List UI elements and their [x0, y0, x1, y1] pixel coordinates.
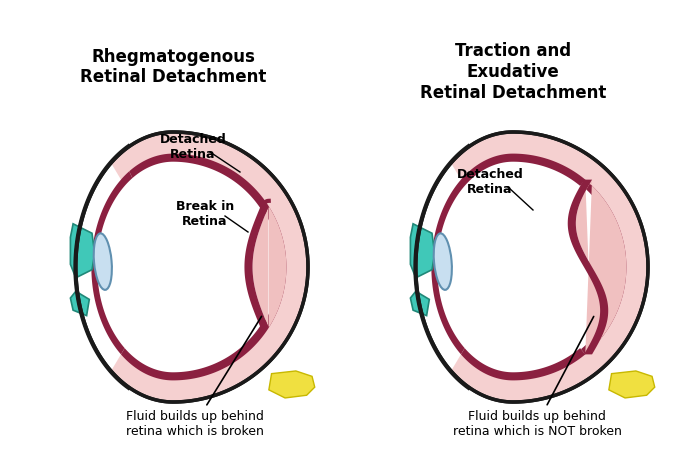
- Polygon shape: [461, 348, 585, 380]
- Polygon shape: [451, 132, 648, 402]
- Polygon shape: [609, 371, 655, 398]
- Polygon shape: [76, 132, 308, 402]
- Polygon shape: [121, 323, 268, 380]
- Polygon shape: [431, 267, 464, 354]
- Polygon shape: [567, 180, 608, 354]
- Polygon shape: [576, 180, 626, 354]
- Ellipse shape: [93, 233, 112, 290]
- Polygon shape: [244, 206, 268, 328]
- Polygon shape: [71, 292, 89, 316]
- Ellipse shape: [434, 233, 452, 290]
- Polygon shape: [410, 292, 429, 316]
- Text: Traction and
Exudative
Retinal Detachment: Traction and Exudative Retinal Detachmen…: [420, 42, 606, 102]
- Text: Rhegmatogenous
Retinal Detachment: Rhegmatogenous Retinal Detachment: [80, 48, 266, 86]
- Text: Break in
Retina: Break in Retina: [176, 200, 234, 228]
- Polygon shape: [263, 206, 286, 328]
- Polygon shape: [469, 153, 585, 186]
- Polygon shape: [91, 267, 125, 354]
- Polygon shape: [431, 171, 473, 267]
- Polygon shape: [111, 132, 308, 402]
- Text: Fluid builds up behind
retina which is NOT broken: Fluid builds up behind retina which is N…: [453, 316, 621, 438]
- Polygon shape: [581, 180, 626, 354]
- Polygon shape: [71, 224, 95, 278]
- Polygon shape: [410, 224, 435, 278]
- Text: Fluid builds up behind
retina which is broken: Fluid builds up behind retina which is b…: [126, 316, 264, 438]
- Polygon shape: [269, 371, 315, 398]
- Polygon shape: [91, 171, 132, 267]
- Polygon shape: [129, 153, 268, 211]
- Text: Detached
Retina: Detached Retina: [160, 133, 226, 161]
- Polygon shape: [416, 132, 648, 402]
- Text: Detached
Retina: Detached Retina: [457, 168, 523, 196]
- Polygon shape: [253, 206, 286, 328]
